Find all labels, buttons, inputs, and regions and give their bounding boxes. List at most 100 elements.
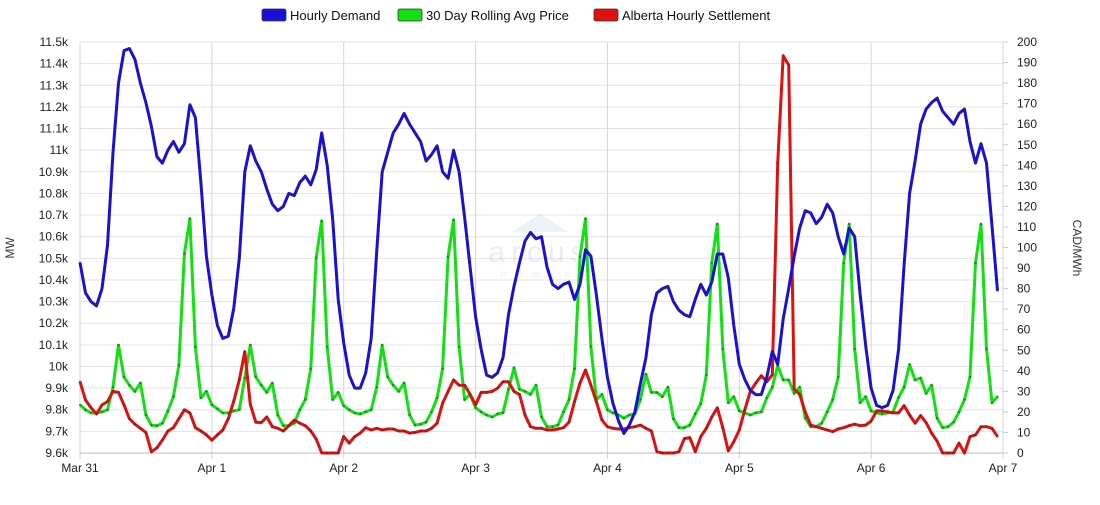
data-point [650,391,653,394]
data-point [512,390,516,393]
data-point [815,425,818,428]
data-point [205,390,208,393]
data-point [804,209,807,212]
data-point [144,431,148,434]
data-point [348,408,351,411]
data-point [282,424,285,427]
data-point [84,291,87,295]
data-point [820,427,823,430]
data-point [276,413,279,417]
data-point [326,345,329,348]
data-point [606,425,609,428]
data-point [672,417,675,420]
data-point [974,261,977,265]
legend-item-hourly-settlement[interactable]: Alberta Hourly Settlement [593,8,771,23]
data-point [831,398,834,401]
data-point [716,222,719,226]
data-point [249,403,252,406]
data-point [738,409,741,413]
data-point [254,375,257,379]
data-point [117,343,120,347]
data-point [760,410,763,414]
data-point [326,164,329,167]
data-point [166,429,170,433]
data-point [902,404,906,407]
data-point [787,378,790,382]
right-tick-label: 80 [1017,282,1031,296]
left-tick-label: 11.4k [40,57,69,71]
data-point [655,450,659,453]
data-point [359,431,362,435]
data-point [743,408,746,411]
data-point [589,255,593,258]
data-point [474,315,477,318]
data-point [501,356,505,359]
data-point [183,142,186,145]
data-point [908,363,911,366]
right-tick-label: 160 [1017,117,1037,131]
data-point [111,386,115,389]
data-point [479,410,483,414]
legend-item-hourly-demand[interactable]: Hourly Demand [261,8,380,23]
data-point [979,222,983,226]
data-point [848,226,851,230]
data-point [694,450,697,453]
data-point [628,423,631,427]
left-tick-label: 11.3k [40,78,69,92]
data-point [787,287,790,290]
data-point [655,391,659,394]
data-point [968,140,972,143]
data-point [913,159,917,163]
data-point [699,402,702,405]
data-point [880,412,884,416]
data-point [166,149,170,152]
data-point [150,450,153,453]
data-point [392,427,395,431]
data-point [408,431,411,435]
data-point [683,313,686,316]
data-point [650,429,653,433]
data-point [611,402,615,405]
data-point [617,419,620,422]
data-point [826,410,829,414]
data-point [677,426,681,429]
data-point [413,431,417,434]
data-point [996,395,999,398]
data-point [359,386,362,390]
data-point [985,161,988,165]
data-point [133,423,137,426]
right-axis-label: CAD/MWh [1070,220,1084,277]
data-point [869,419,873,423]
legend-label: 30 Day Rolling Avg Price [426,8,569,23]
data-point [897,411,900,415]
data-point [859,424,862,427]
data-point [913,422,917,425]
data-point [353,435,356,438]
x-tick-label: Apr 6 [857,461,886,475]
data-point [556,427,560,431]
data-point [441,367,444,370]
data-point [891,411,895,415]
data-point [249,343,252,347]
data-point [518,261,521,264]
right-tick-label: 20 [1017,405,1031,419]
data-point [419,429,422,433]
data-point [216,407,219,410]
data-point [370,337,373,340]
data-point [309,183,312,186]
data-point [216,433,219,437]
data-point [798,386,801,389]
data-point [199,181,203,184]
data-point [727,449,730,453]
data-point [199,429,203,433]
data-point [78,261,82,264]
data-point [699,435,702,438]
data-point [84,408,87,411]
legend-item-rolling-avg-price[interactable]: 30 Day Rolling Avg Price [397,8,569,23]
data-point [177,363,181,367]
data-point [100,287,104,290]
data-point [265,187,268,191]
data-point [639,382,642,385]
data-point [518,388,521,391]
data-point [337,451,340,455]
